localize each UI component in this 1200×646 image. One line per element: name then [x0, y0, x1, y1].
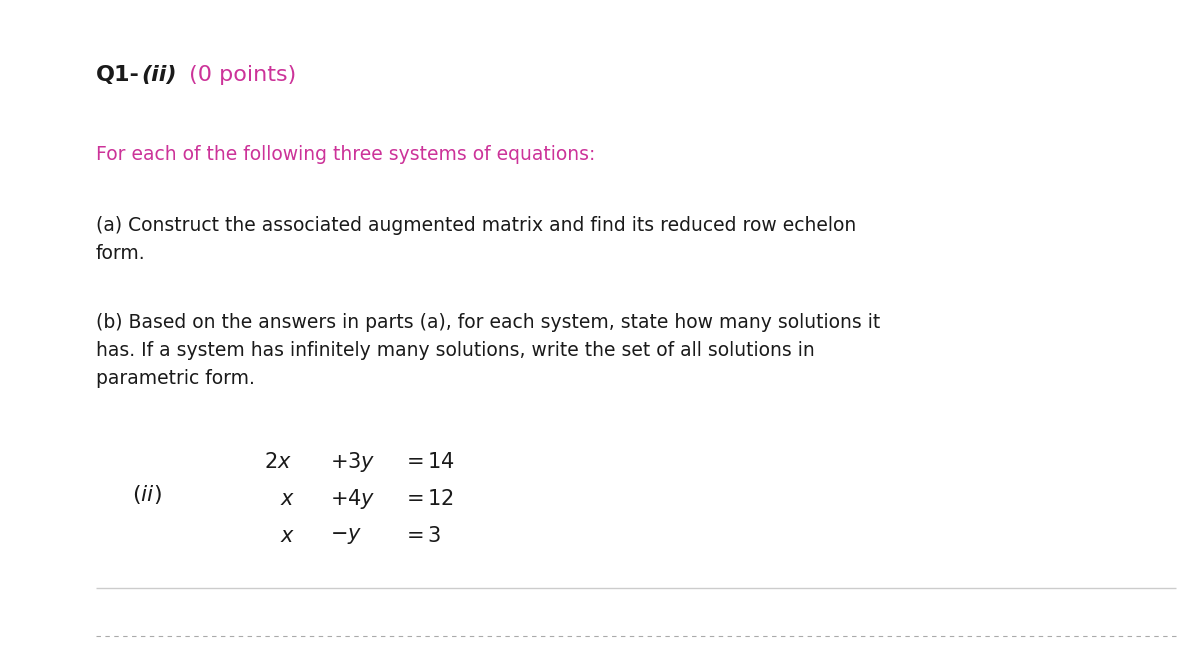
Text: $2x$: $2x$	[264, 452, 292, 472]
Text: $+4y$: $+4y$	[330, 486, 376, 511]
Text: Q1-: Q1-	[96, 65, 140, 85]
Text: (b) Based on the answers in parts (a), for each system, state how many solutions: (b) Based on the answers in parts (a), f…	[96, 313, 881, 388]
Text: $(ii)$: $(ii)$	[132, 483, 162, 506]
Text: $x$: $x$	[280, 489, 295, 508]
Text: $+3y$: $+3y$	[330, 450, 376, 474]
Text: For each of the following three systems of equations:: For each of the following three systems …	[96, 145, 595, 164]
Text: $x$: $x$	[280, 526, 295, 545]
Text: $-y$: $-y$	[330, 526, 362, 545]
Text: $= 12$: $= 12$	[402, 489, 454, 508]
Text: (ii): (ii)	[142, 65, 178, 85]
Text: $= 3$: $= 3$	[402, 526, 442, 545]
Text: $= 14$: $= 14$	[402, 452, 455, 472]
Text: (a) Construct the associated augmented matrix and find its reduced row echelon
f: (a) Construct the associated augmented m…	[96, 216, 857, 264]
Text: (0 points): (0 points)	[182, 65, 296, 85]
